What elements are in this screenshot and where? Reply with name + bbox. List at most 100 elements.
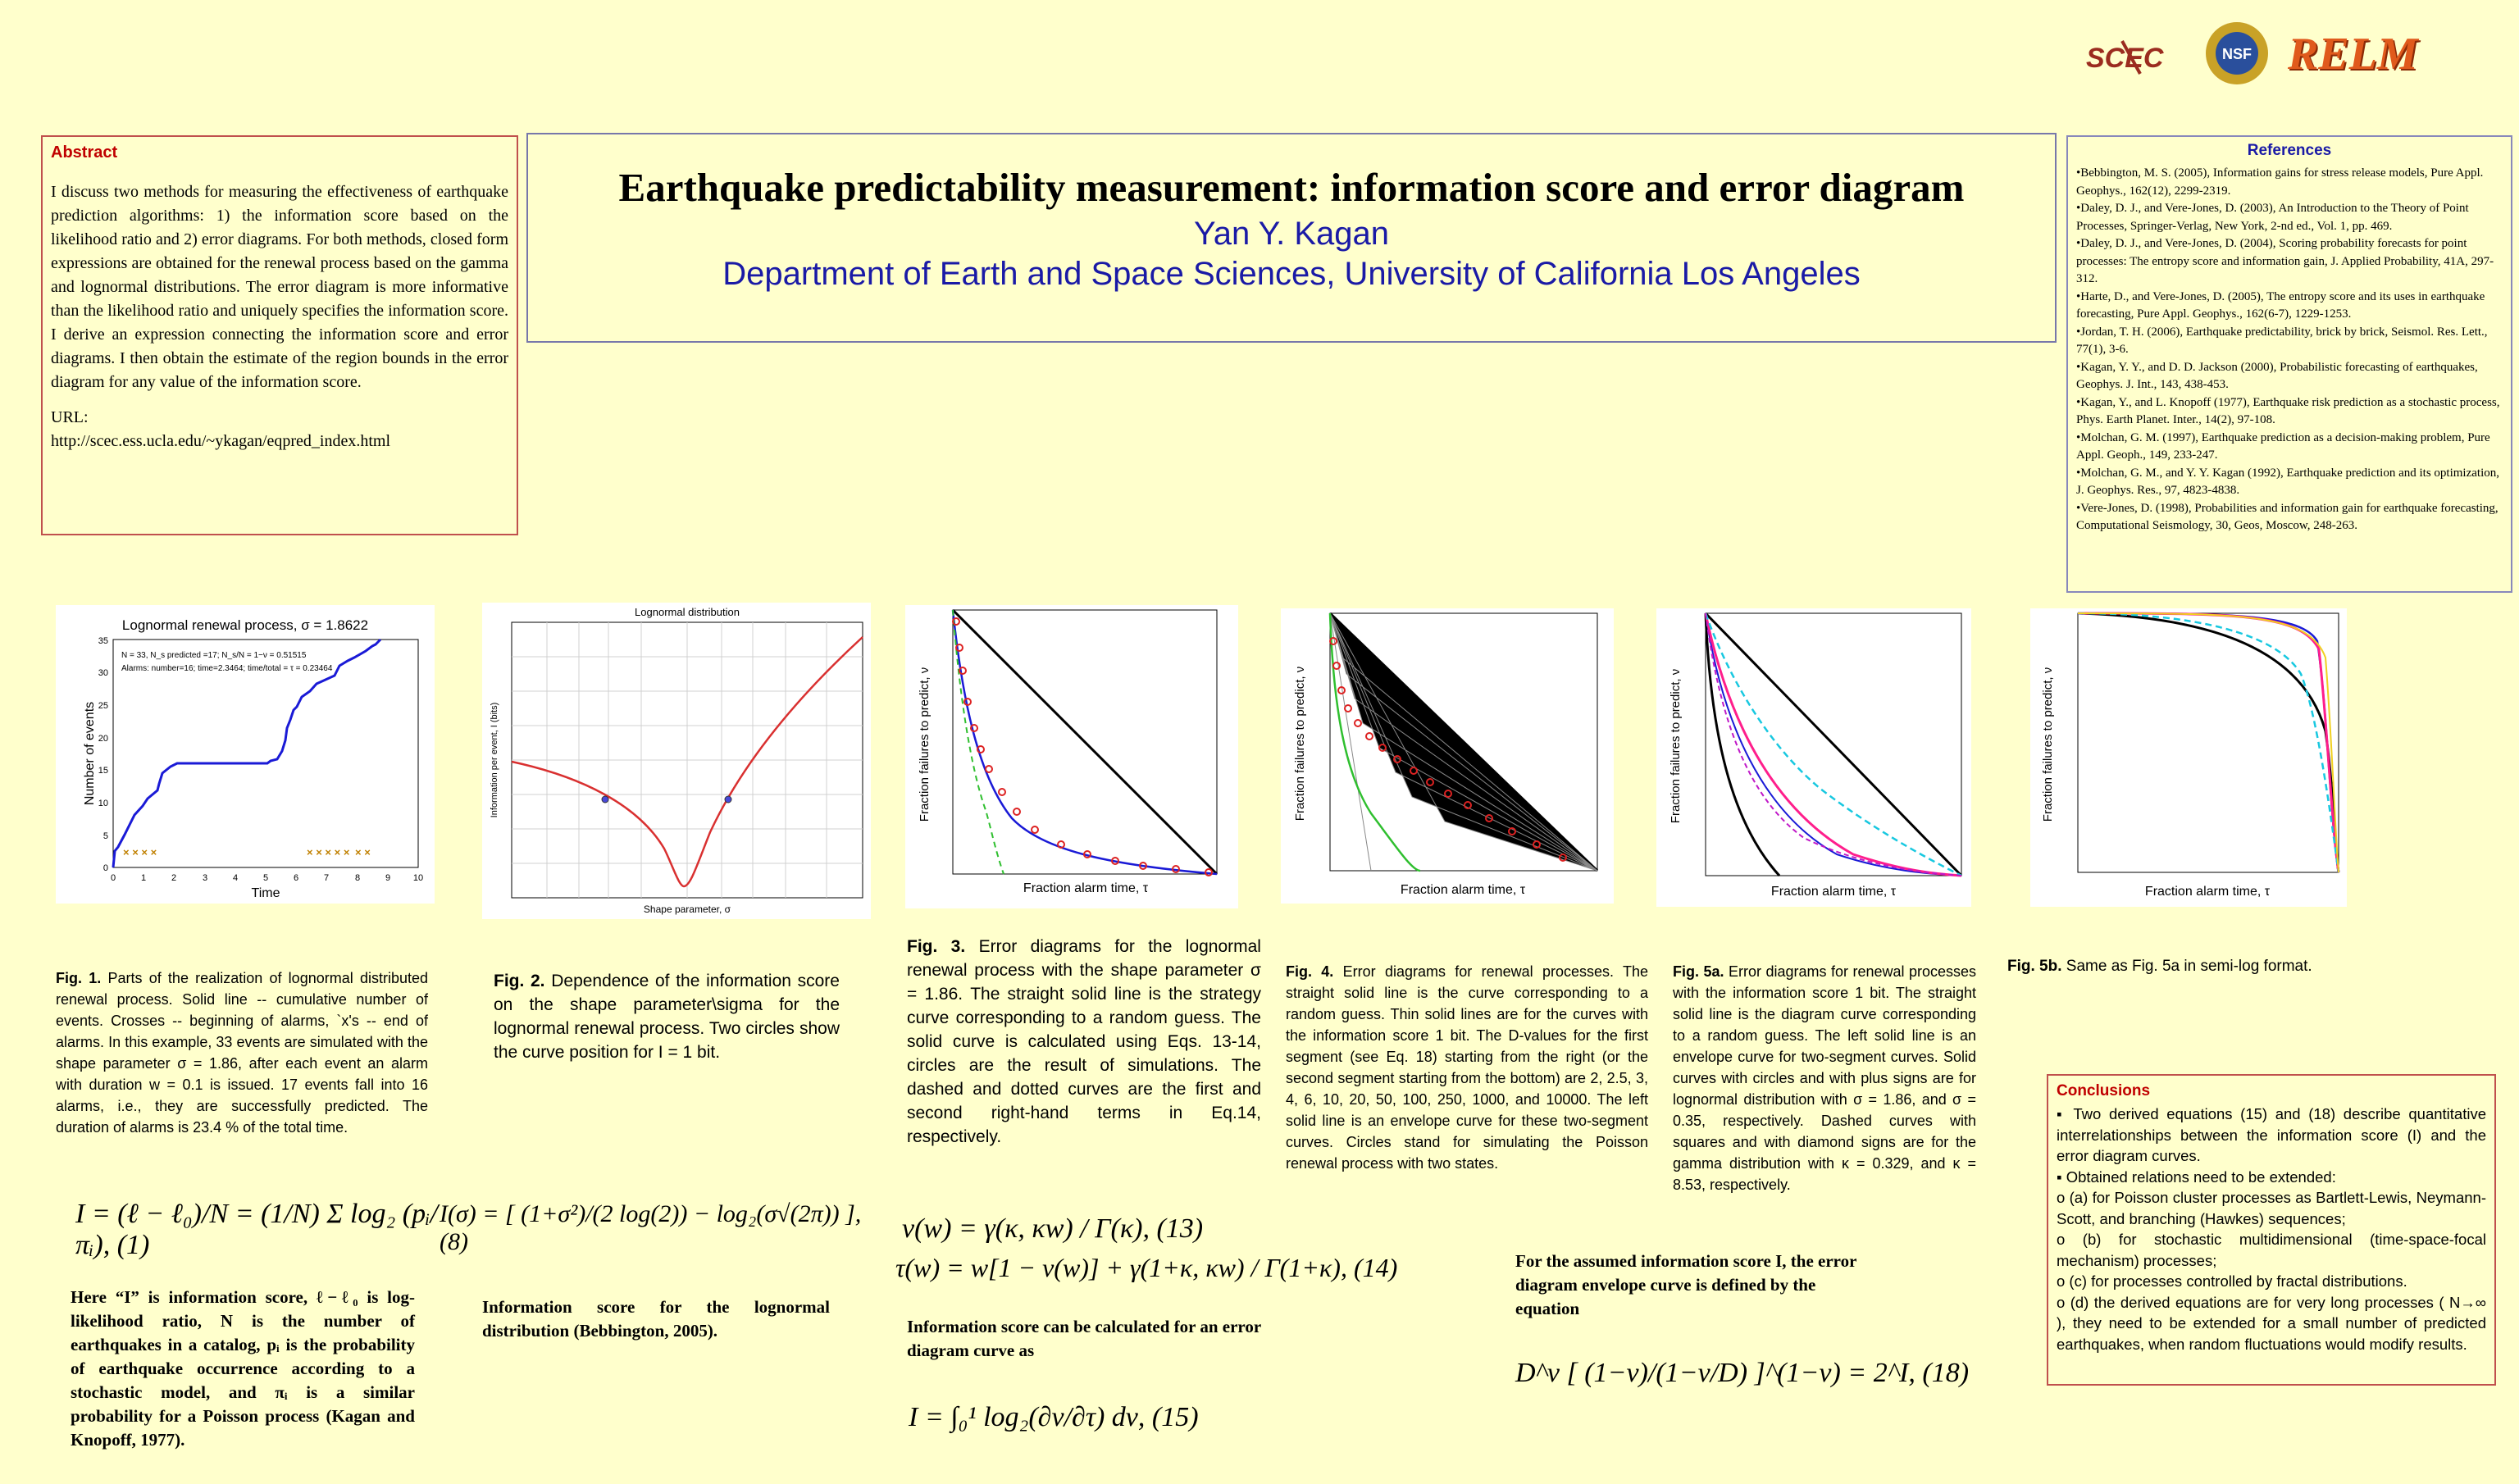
fig1-cumulative-line [112,638,382,868]
equation-1: I = (ℓ − ℓ₀)/N = (1/N) Σ log₂ (pᵢ/πᵢ), (… [75,1199,438,1260]
info-score-definition: Here “I” is information score, ℓ−ℓ₀ is l… [71,1287,415,1450]
relm-logo-text: RELM [2288,29,2418,80]
scec-logo-graphic: SCEC [2086,40,2164,75]
conclusion-item: o (b) for stochastic multidimensional (t… [2057,1231,2486,1269]
fig5a-xlabel: Fraction alarm time, τ [1771,885,1897,899]
fig5a-panel: Fraction alarm time, τ Fraction failures… [1656,608,1971,907]
fig3-solid-curve [951,609,1218,876]
fig1-caption-text: Parts of the realization of lognormal di… [56,970,428,1136]
fig3-random-guess-line [951,608,1219,876]
fig4-caption-text: Error diagrams for renewal processes. Th… [1286,963,1648,1172]
fig2-caption-text: Dependence of the information score on t… [494,972,840,1062]
reference-item: •Daley, D. J., and Vere-Jones, D. (2003)… [2076,202,2469,233]
fig5a-gamma-diamond-curve [1705,612,1962,876]
fig3-caption-label: Fig. 3. [907,937,966,956]
equation-13: ν(w) = γ(κ, κw) / Γ(κ), (13) [902,1213,1204,1244]
conclusion-item: o (c) for processes controlled by fracta… [2057,1272,2407,1290]
fig1-caption: Fig. 1. Parts of the realization of logn… [56,967,428,1138]
reference-item: •Molchan, G. M. (1997), Earthquake predi… [2076,430,2490,462]
fig5a-ylabel: Fraction failures to predict, ν [1669,669,1683,823]
conclusions-heading: Conclusions [2057,1082,2151,1099]
fig1-legend-1: N = 33, N_s predicted =17; N_s/N = 1−ν =… [121,651,307,660]
tick-label: 2 [171,873,176,883]
tick-label: 9 [385,873,390,883]
fig5a-caption-text: Error diagrams for renewal processes wit… [1673,963,1976,1193]
fig1-ylabel: Number of events [83,702,97,805]
fig1-chart: Lognormal renewal process, σ = 1.8622 0 … [83,617,423,900]
fig5b-gamma-diamond-curve [2077,612,2339,873]
reference-item: •Molchan, G. M., and Y. Y. Kagan (1992),… [2076,466,2499,498]
conclusion-item: o (d) the derived equations are for very… [2057,1293,2486,1353]
fig2-info-curve [511,636,863,888]
fig5b-lognormal-plus-curve [2077,612,2340,873]
title-box: Earthquake predictability measurement: i… [526,133,2057,343]
tick-label: 20 [98,734,108,744]
fig4-caption: Fig. 4. Error diagrams for renewal proce… [1286,961,1648,1174]
fig4-xlabel: Fraction alarm time, τ [1401,883,1526,897]
fig3-simulation-circles [952,617,1213,876]
fig3-chart: Fraction alarm time, τ Fraction failures… [918,608,1219,895]
fig1-xticks: 0 1 2 3 4 5 6 7 8 9 10 [111,873,423,883]
fig2-circle-marker [601,795,609,803]
fig5b-caption-label: Fig. 5b. [2007,958,2062,975]
fig1-legend-2: Alarms: number=16; time=2.3464; time/tot… [121,664,333,673]
fig2-ylabel: Information per event, I (bits) [490,703,499,818]
tick-label: 0 [103,863,108,873]
fig5b-caption: Fig. 5b. Same as Fig. 5a in semi-log for… [2007,956,2360,977]
equation-18: D^ν [ (1−ν)/(1−ν/D) ]^(1−ν) = 2^I, (18) [1515,1358,1970,1388]
abstract-url-label: URL: [51,408,89,426]
equation-8: I(σ) = [ (1+σ²)/(2 log(2)) − log₂(σ√(2π)… [440,1200,862,1255]
fig2-caption: Fig. 2. Dependence of the information sc… [494,969,840,1064]
conclusions-box: Conclusions ▪ Two derived equations (15)… [2047,1074,2496,1386]
equation-15: I = ∫₀¹ log₂(∂ν/∂τ) dν, (15) [909,1402,1199,1432]
fig1-panel: Lognormal renewal process, σ = 1.8622 0 … [56,605,435,904]
fig4-two-segment-lines [1329,612,1598,872]
fig5a-gamma-squares-curve [1704,612,1962,877]
reference-item: •Daley, D. J., and Vere-Jones, D. (2004)… [2076,237,2494,285]
fig5b-gamma-squares-curve [2077,612,2340,873]
svg-text:× × × ×: × × × × [123,846,157,858]
fig4-panel: Fraction alarm time, τ Fraction failures… [1281,608,1614,904]
fig1-alarm-markers: × × × × × × × × × × × [123,846,371,858]
conclusion-item: ▪ Obtained relations need to be extended… [2057,1168,2336,1186]
tick-label: 6 [294,873,298,883]
fig4-chart: Fraction alarm time, τ Fraction failures… [1293,612,1599,897]
fig5b-lognormal-circles-curve [2077,612,2340,873]
fig5a-envelope-curve [1704,612,1781,877]
tick-label: 4 [233,873,238,883]
fig5b-chart: Fraction alarm time, τ Fraction failures… [2041,612,2340,899]
nsf-logo: NSF [2198,20,2276,87]
fig5a-chart: Fraction alarm time, τ Fraction failures… [1669,612,1963,899]
scec-logo: SCEC [2083,33,2181,82]
fig1-caption-label: Fig. 1. [56,970,102,986]
fig4-envelope-curve [1328,612,1421,872]
tick-label: 0 [111,873,116,883]
fig4-ylabel: Fraction failures to predict, ν [1293,667,1307,821]
fig2-panel: Lognormal distribution Shape parameter, … [482,603,871,919]
fig1-yticks: 0 5 10 15 20 25 30 35 [98,636,108,873]
conclusion-item: ▪ Two derived equations (15) and (18) de… [2057,1105,2486,1164]
tick-label: 10 [413,873,423,883]
reference-item: •Kagan, Y., and L. Knopoff (1977), Earth… [2076,395,2500,427]
abstract-url-link[interactable]: http://scec.ess.ucla.edu/~ykagan/eqpred_… [51,432,391,450]
fig2-chart: Lognormal distribution Shape parameter, … [490,606,863,915]
fig5a-random-guess-line [1704,612,1963,877]
fig3-caption-text: Error diagrams for the lognormal renewal… [907,937,1261,1146]
fig1-title: Lognormal renewal process, σ = 1.8622 [122,617,368,633]
conclusion-item: o (a) for Poisson cluster processes as B… [2057,1189,2486,1227]
tick-label: 5 [103,831,108,841]
tick-label: 1 [141,873,146,883]
fig5a-lognormal-circles-curve [1705,612,1962,876]
abstract-body: I discuss two methods for measuring the … [51,183,508,391]
abstract-box: Abstract I discuss two methods for measu… [41,135,518,535]
references-heading: References [2247,142,2332,159]
fig2-circle-marker [724,795,732,803]
affiliation: Department of Earth and Space Sciences, … [722,256,1861,292]
fig5a-caption-label: Fig. 5a. [1673,963,1724,980]
fig3-xlabel: Fraction alarm time, τ [1023,881,1149,895]
tick-label: 30 [98,668,108,678]
tick-label: 5 [263,873,268,883]
envelope-text: For the assumed information score I, the… [1515,1251,1857,1318]
reference-item: •Bebbington, M. S. (2005), Information g… [2076,166,2484,198]
info-calc-text: Information score can be calculated for … [907,1317,1261,1360]
